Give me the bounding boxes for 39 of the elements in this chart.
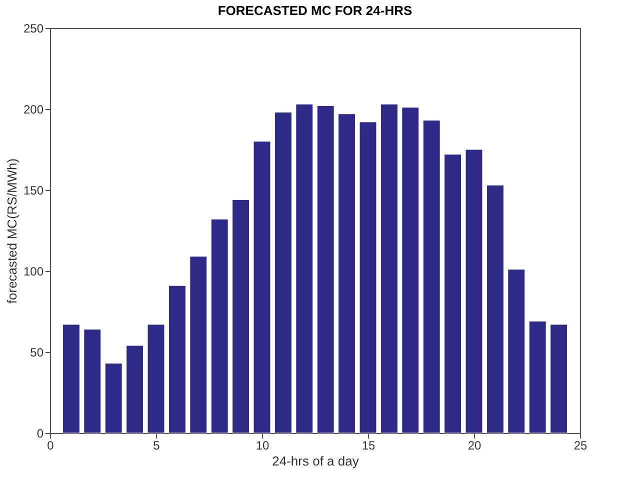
y-tick-label: 200 (23, 102, 44, 116)
bar (465, 149, 483, 434)
y-tick-label: 100 (23, 264, 44, 278)
bar (104, 363, 122, 434)
bar (338, 114, 356, 434)
bar (508, 269, 526, 434)
x-tick-label: 10 (256, 438, 270, 452)
bar (126, 345, 144, 434)
bar (84, 329, 102, 434)
bar (274, 112, 292, 434)
bar (444, 154, 462, 434)
y-tick-label: 250 (23, 22, 44, 36)
x-tick-label: 0 (47, 438, 54, 452)
bar (402, 107, 420, 434)
y-tick-label: 50 (30, 346, 44, 360)
x-tick-label: 15 (362, 438, 376, 452)
bar (359, 122, 377, 434)
bar (232, 199, 250, 434)
x-tick-label: 25 (574, 438, 588, 452)
bar (486, 184, 504, 434)
x-tick-label: 20 (468, 438, 482, 452)
bar (316, 106, 334, 434)
x-tick-label: 5 (153, 438, 160, 452)
bar (422, 120, 440, 434)
bar (253, 141, 271, 434)
bar (210, 218, 228, 434)
y-axis-title: forecasted MC(RS/MWh) (4, 158, 20, 304)
bar (528, 320, 546, 434)
bar (190, 256, 208, 434)
bar (62, 324, 80, 434)
bar (168, 285, 186, 434)
chart-title: FORECASTED MC FOR 24-HRS (218, 3, 412, 18)
x-axis-title: 24-hrs of a day (272, 454, 360, 468)
bar (147, 324, 165, 434)
bar (550, 324, 568, 434)
y-tick-label: 150 (23, 184, 44, 198)
y-tick-label: 0 (36, 426, 44, 440)
bar (296, 104, 314, 434)
bar (380, 104, 398, 434)
